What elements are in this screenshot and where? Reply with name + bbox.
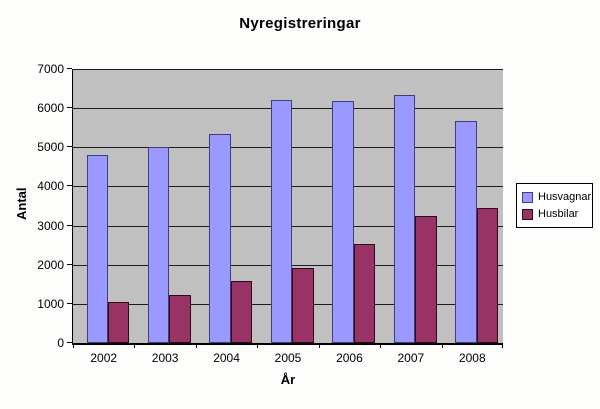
gridline-7000 bbox=[73, 69, 503, 70]
bar-husvagnar-2007 bbox=[393, 95, 416, 343]
legend: Husvagnar Husbilar bbox=[516, 183, 593, 228]
category-slot-2004 bbox=[196, 69, 257, 343]
y-tick-label-2000: 2000 bbox=[37, 257, 64, 272]
bar-husvagnar-2006 bbox=[332, 101, 354, 343]
legend-key-swatch-husvagnar bbox=[522, 192, 533, 203]
x-tick-label-2002: 2002 bbox=[90, 351, 118, 365]
chart-title: Nyregistreringar bbox=[239, 15, 361, 32]
legend-item-husbilar: Husbilar bbox=[522, 206, 590, 223]
y-tick-label-1000: 1000 bbox=[37, 296, 64, 311]
bar-husbilar-2004 bbox=[230, 280, 253, 343]
category-slot-2007 bbox=[380, 69, 441, 343]
bar-husvagnar-2003 bbox=[147, 146, 170, 343]
y-tick-label-5000: 5000 bbox=[37, 140, 64, 155]
bar-husbilar-2002 bbox=[108, 301, 130, 343]
bars-container bbox=[73, 69, 503, 343]
x-axis-title: År bbox=[280, 372, 296, 387]
y-axis-title: Antal bbox=[14, 187, 29, 221]
legend-label-husbilar: Husbilar bbox=[538, 208, 579, 220]
legend-item-husvagnar: Husvagnar bbox=[522, 189, 592, 206]
y-tick-label-4000: 4000 bbox=[37, 179, 64, 194]
legend-label-husvagnar: Husvagnar bbox=[538, 191, 592, 203]
category-slot-2002 bbox=[73, 69, 134, 343]
bar-husbilar-2005 bbox=[292, 268, 314, 343]
y-tick-label-7000: 7000 bbox=[37, 62, 64, 76]
category-slot-2008 bbox=[442, 69, 503, 343]
bar-husvagnar-2008 bbox=[455, 121, 477, 343]
x-tick-label-2005: 2005 bbox=[274, 351, 302, 365]
bar-husbilar-2008 bbox=[476, 207, 499, 343]
x-tick-label-2004: 2004 bbox=[213, 351, 240, 365]
x-tick-label-2006: 2006 bbox=[336, 351, 363, 365]
x-tick-label-2003: 2003 bbox=[151, 351, 179, 365]
legend-key-swatch-husbilar bbox=[522, 209, 533, 220]
y-tick-label-0: 0 bbox=[57, 336, 64, 350]
y-tick-label-3000: 3000 bbox=[37, 218, 64, 233]
bar-husvagnar-2004 bbox=[209, 133, 231, 343]
bar-husbilar-2007 bbox=[415, 216, 437, 343]
y-tick-label-6000: 6000 bbox=[37, 101, 64, 116]
bar-husbilar-2003 bbox=[169, 295, 191, 343]
plot-area bbox=[72, 69, 503, 345]
x-axis-tick-labels: 2002 2003 2004 2005 2006 2007 2008 bbox=[73, 351, 503, 366]
category-slot-2006 bbox=[319, 69, 380, 343]
bar-husbilar-2006 bbox=[353, 243, 376, 343]
x-tick-label-2007: 2007 bbox=[397, 351, 425, 365]
category-slot-2003 bbox=[134, 69, 195, 343]
category-slot-2005 bbox=[257, 69, 318, 343]
bar-husvagnar-2005 bbox=[270, 99, 293, 343]
x-tick-label-2008: 2008 bbox=[458, 351, 486, 365]
bar-husvagnar-2002 bbox=[86, 155, 108, 343]
